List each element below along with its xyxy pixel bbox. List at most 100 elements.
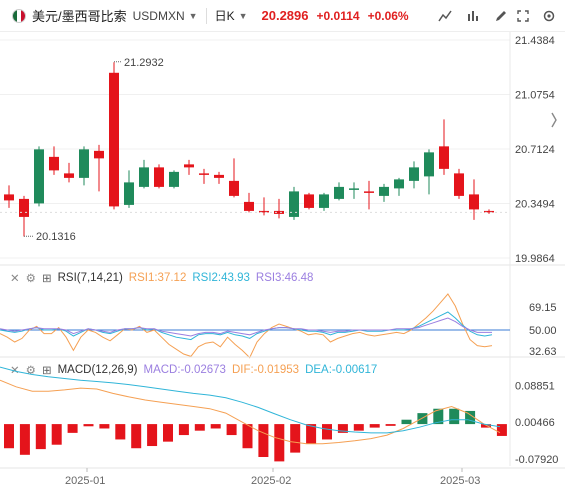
settings-icon[interactable] xyxy=(539,7,559,25)
candle-body xyxy=(274,210,284,214)
candle-body xyxy=(454,173,464,196)
macd-bar xyxy=(99,424,110,429)
macd-bar xyxy=(83,424,94,427)
rsi-name: RSI(7,14,21) xyxy=(57,272,123,284)
price-change-pct: +0.06% xyxy=(367,8,409,23)
candle-body xyxy=(334,186,344,199)
indicator-icon[interactable] xyxy=(463,7,483,25)
macd-series-dea xyxy=(0,366,501,434)
macd-bar xyxy=(226,424,237,436)
macd-bar xyxy=(322,424,332,440)
rsi2-value: RSI2:43.93 xyxy=(192,272,250,284)
candle-body xyxy=(364,191,374,193)
y-tick-label: 20.7124 xyxy=(515,144,555,156)
price-change: +0.0114 xyxy=(316,8,360,23)
macd-bar xyxy=(465,410,476,425)
candle-body xyxy=(199,173,209,175)
rsi-y-tick: 32.63 xyxy=(529,346,557,358)
macd-bar xyxy=(242,424,253,449)
macd-bar xyxy=(481,424,491,428)
candle-body xyxy=(34,149,44,204)
macd-bar xyxy=(401,419,412,425)
x-tick-label: 2025-02 xyxy=(251,475,291,487)
macd-y-tick: 0.00466 xyxy=(515,417,555,429)
macd-bar xyxy=(178,424,189,436)
x-tick-label: 2025-03 xyxy=(440,475,480,487)
macd-bar xyxy=(449,408,460,425)
rsi-expand-icon[interactable]: ⊞ xyxy=(41,273,52,285)
candle-body xyxy=(94,150,104,159)
macd-bar xyxy=(258,424,269,458)
fullscreen-icon[interactable] xyxy=(513,7,533,25)
macd-bar xyxy=(353,424,364,431)
macd-bar xyxy=(19,424,30,455)
collapse-arrow-icon xyxy=(551,112,557,128)
chart-header: 美元/墨西哥比索 USDMXN ▼ 日K ▼ 20.2896 +0.0114 +… xyxy=(0,0,565,32)
draw-icon[interactable] xyxy=(491,7,511,25)
candle-body xyxy=(349,188,359,190)
candle-body xyxy=(319,194,329,208)
macd-bar xyxy=(274,424,285,462)
candle-body xyxy=(109,72,119,207)
macd-expand-icon[interactable]: ⊞ xyxy=(41,365,52,377)
candle-body xyxy=(394,179,404,189)
candle-body xyxy=(379,186,389,196)
candle-body xyxy=(244,201,254,211)
macd-bar xyxy=(290,424,301,453)
dea-value: DEA:-0.00617 xyxy=(305,364,378,376)
macd-value: MACD:-0.02673 xyxy=(143,364,226,376)
macd-bar xyxy=(115,424,126,440)
macd-bar xyxy=(496,424,507,436)
settings-icon-rsi[interactable]: ⚙ xyxy=(25,273,36,285)
candle-body xyxy=(169,171,179,187)
macd-bar xyxy=(35,424,46,450)
macd-bar xyxy=(210,424,221,429)
macd-bar xyxy=(51,424,62,445)
candle-body xyxy=(424,152,434,177)
pair-name[interactable]: 美元/墨西哥比索 xyxy=(32,9,127,24)
rsi-y-tick: 50.00 xyxy=(529,325,557,337)
macd-y-tick: 0.08851 xyxy=(515,380,555,392)
macd-bar xyxy=(369,424,380,428)
macd-bar xyxy=(306,424,317,444)
chevron-down-icon[interactable]: ▼ xyxy=(188,10,198,21)
y-tick-label: 21.4384 xyxy=(515,35,555,47)
y-tick-label: 21.0754 xyxy=(515,90,555,102)
candle-body xyxy=(124,182,134,205)
candle-body xyxy=(4,194,14,201)
candle-body xyxy=(154,167,164,187)
y-tick-label: 20.3494 xyxy=(515,199,555,211)
candle-body xyxy=(259,210,269,213)
collapse-icon[interactable]: ✕ xyxy=(10,273,20,285)
candle-body xyxy=(409,167,419,181)
candle-body xyxy=(184,164,194,168)
period-selector[interactable]: 日K xyxy=(214,9,235,23)
settings-icon-macd[interactable]: ⚙ xyxy=(25,365,36,377)
rsi3-value: RSI3:46.48 xyxy=(255,272,314,284)
flag-icon xyxy=(12,8,26,23)
period-chevron-down-icon[interactable]: ▼ xyxy=(238,10,248,21)
rsi-y-tick: 69.15 xyxy=(529,302,557,314)
chart-type-icon[interactable] xyxy=(435,7,455,25)
rsi-series-rsi3 xyxy=(0,317,492,337)
macd-bar xyxy=(67,424,78,433)
candle-body xyxy=(79,149,89,178)
macd-name: MACD(12,26,9) xyxy=(57,364,138,376)
macd-y-tick: -0.07920 xyxy=(515,454,558,466)
dif-value: DIF:-0.01953 xyxy=(231,364,300,376)
last-price: 20.2896 xyxy=(261,8,309,23)
symbol-selector[interactable]: USDMXN xyxy=(132,8,185,23)
divider xyxy=(205,7,207,24)
candle-body xyxy=(289,191,299,217)
macd-bar xyxy=(194,424,205,431)
candle-body xyxy=(214,174,224,178)
candle-body xyxy=(469,194,479,210)
x-tick-label: 2025-01 xyxy=(65,475,105,487)
candle-body xyxy=(64,173,74,178)
candle-body xyxy=(139,167,149,187)
candle-body xyxy=(49,156,59,171)
low-annotation: 20.1316 xyxy=(36,231,76,243)
rsi1-value: RSI1:37.12 xyxy=(128,272,187,284)
macd-series-dif xyxy=(0,379,501,445)
